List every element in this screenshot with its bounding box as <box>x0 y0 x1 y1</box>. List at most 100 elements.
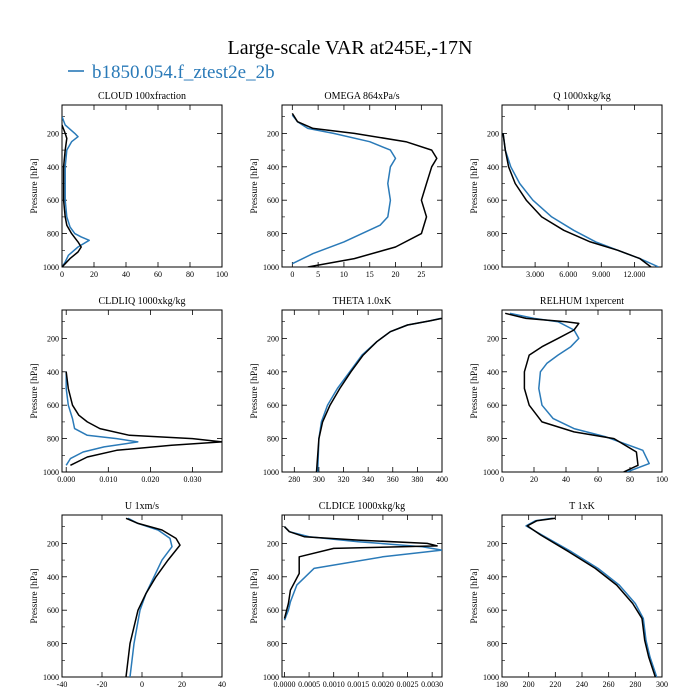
series-line-case <box>525 517 658 677</box>
y-tick-label: 1000 <box>43 468 59 477</box>
y-tick-label: 800 <box>487 640 499 649</box>
x-tick-label: 0.010 <box>99 475 117 484</box>
panel-title: Q 1000xkg/kg <box>553 91 611 102</box>
x-tick-label: 15 <box>366 270 374 279</box>
y-axis-label: Pressure [hPa] <box>30 158 40 213</box>
x-tick-label: 0.0010 <box>323 680 345 689</box>
series-line-case <box>127 517 173 677</box>
x-tick-label: 0 <box>60 270 64 279</box>
x-tick-label: 280 <box>629 680 641 689</box>
x-tick-label: 400 <box>436 475 448 484</box>
x-tick-label: 0.000 <box>57 475 75 484</box>
panel-title: OMEGA 864xPa/s <box>324 91 399 102</box>
x-tick-label: 60 <box>154 270 162 279</box>
x-tick-label: 0.0005 <box>298 680 320 689</box>
x-tick-label: 0 <box>500 475 504 484</box>
x-tick-label: 10 <box>340 270 348 279</box>
x-tick-label: 5 <box>316 270 320 279</box>
x-tick-label: 40 <box>562 475 570 484</box>
series-line-case <box>62 116 90 267</box>
y-tick-label: 800 <box>487 435 499 444</box>
plot-frame <box>61 514 223 678</box>
y-axis-label: Pressure [hPa] <box>250 158 260 213</box>
y-tick-label: 200 <box>47 129 59 138</box>
series-line-obs <box>526 517 657 677</box>
x-tick-label: 240 <box>576 680 588 689</box>
plot-frame <box>61 104 223 268</box>
x-tick-label: 12.000 <box>623 270 645 279</box>
y-tick-label: 1000 <box>43 673 59 682</box>
x-tick-label: 20 <box>392 270 400 279</box>
y-tick-label: 400 <box>267 163 279 172</box>
x-tick-label: 300 <box>656 680 668 689</box>
series-line-case <box>291 114 397 265</box>
y-tick-label: 200 <box>47 334 59 343</box>
x-tick-label: 0.0000 <box>273 680 295 689</box>
series-line-obs <box>315 317 442 472</box>
x-tick-label: 0.030 <box>184 475 202 484</box>
legend-label: b1850.054.f_ztest2e_2b <box>92 62 275 83</box>
x-tick-label: -20 <box>97 680 108 689</box>
y-tick-label: 400 <box>267 573 279 582</box>
x-tick-label: 0.0030 <box>421 680 443 689</box>
y-tick-label: 1000 <box>483 263 499 272</box>
x-tick-label: 360 <box>387 475 399 484</box>
panel-5: THETA 1.0xK Pressure [hPa] 200 400 600 800 100… <box>250 296 448 484</box>
plot-frame <box>501 309 663 473</box>
panel-4: CLDLIQ 1000xkg/kg Pressure [hPa] 200 400 600… <box>30 296 223 484</box>
plot-frame <box>281 514 443 678</box>
panel-title: CLDLIQ 1000xkg/kg <box>99 296 186 307</box>
plot-frame <box>501 104 663 268</box>
y-tick-label: 400 <box>487 573 499 582</box>
y-tick-label: 600 <box>487 196 499 205</box>
series-line-obs <box>65 371 222 466</box>
x-tick-label: 320 <box>338 475 350 484</box>
x-tick-label: 380 <box>411 475 423 484</box>
y-tick-label: 600 <box>47 606 59 615</box>
panel-title: RELHUM 1xpercent <box>540 296 624 307</box>
y-tick-label: 400 <box>487 368 499 377</box>
y-tick-label: 1000 <box>483 673 499 682</box>
plot-frame <box>501 514 663 678</box>
x-tick-label: 0 <box>140 680 144 689</box>
y-axis-label: Pressure [hPa] <box>470 568 480 623</box>
y-axis-label: Pressure [hPa] <box>30 363 40 418</box>
x-tick-label: 100 <box>656 475 668 484</box>
panel-8: CLDICE 1000xkg/kg Pressure [hPa] 200 400 600… <box>250 501 443 689</box>
y-axis-label: Pressure [hPa] <box>250 363 260 418</box>
plot-frame <box>281 309 443 473</box>
series-line-obs <box>291 113 438 267</box>
y-axis-label: Pressure [hPa] <box>250 568 260 623</box>
x-tick-label: 0.0025 <box>397 680 419 689</box>
y-axis-label: Pressure [hPa] <box>470 158 480 213</box>
y-tick-label: 400 <box>267 368 279 377</box>
y-tick-label: 200 <box>487 129 499 138</box>
y-tick-label: 800 <box>487 230 499 239</box>
x-tick-label: 340 <box>362 475 374 484</box>
y-tick-label: 200 <box>267 539 279 548</box>
x-tick-label: 6.000 <box>559 270 577 279</box>
figure-title: Large-scale VAR at245E,-17N <box>228 37 473 59</box>
x-tick-label: 300 <box>313 475 325 484</box>
y-tick-label: 800 <box>47 230 59 239</box>
y-tick-label: 800 <box>267 640 279 649</box>
y-tick-label: 200 <box>267 334 279 343</box>
y-tick-label: 800 <box>47 640 59 649</box>
y-tick-label: 400 <box>47 368 59 377</box>
x-tick-label: 100 <box>216 270 228 279</box>
y-tick-label: 1000 <box>43 263 59 272</box>
y-tick-label: 400 <box>487 163 499 172</box>
panel-title: T 1xK <box>569 501 595 512</box>
series-line-case <box>509 312 650 472</box>
y-tick-label: 600 <box>267 606 279 615</box>
x-tick-label: 0 <box>290 270 294 279</box>
x-tick-label: 60 <box>594 475 602 484</box>
x-tick-label: 40 <box>122 270 130 279</box>
series-line-obs <box>505 312 639 472</box>
x-tick-label: 220 <box>549 680 561 689</box>
